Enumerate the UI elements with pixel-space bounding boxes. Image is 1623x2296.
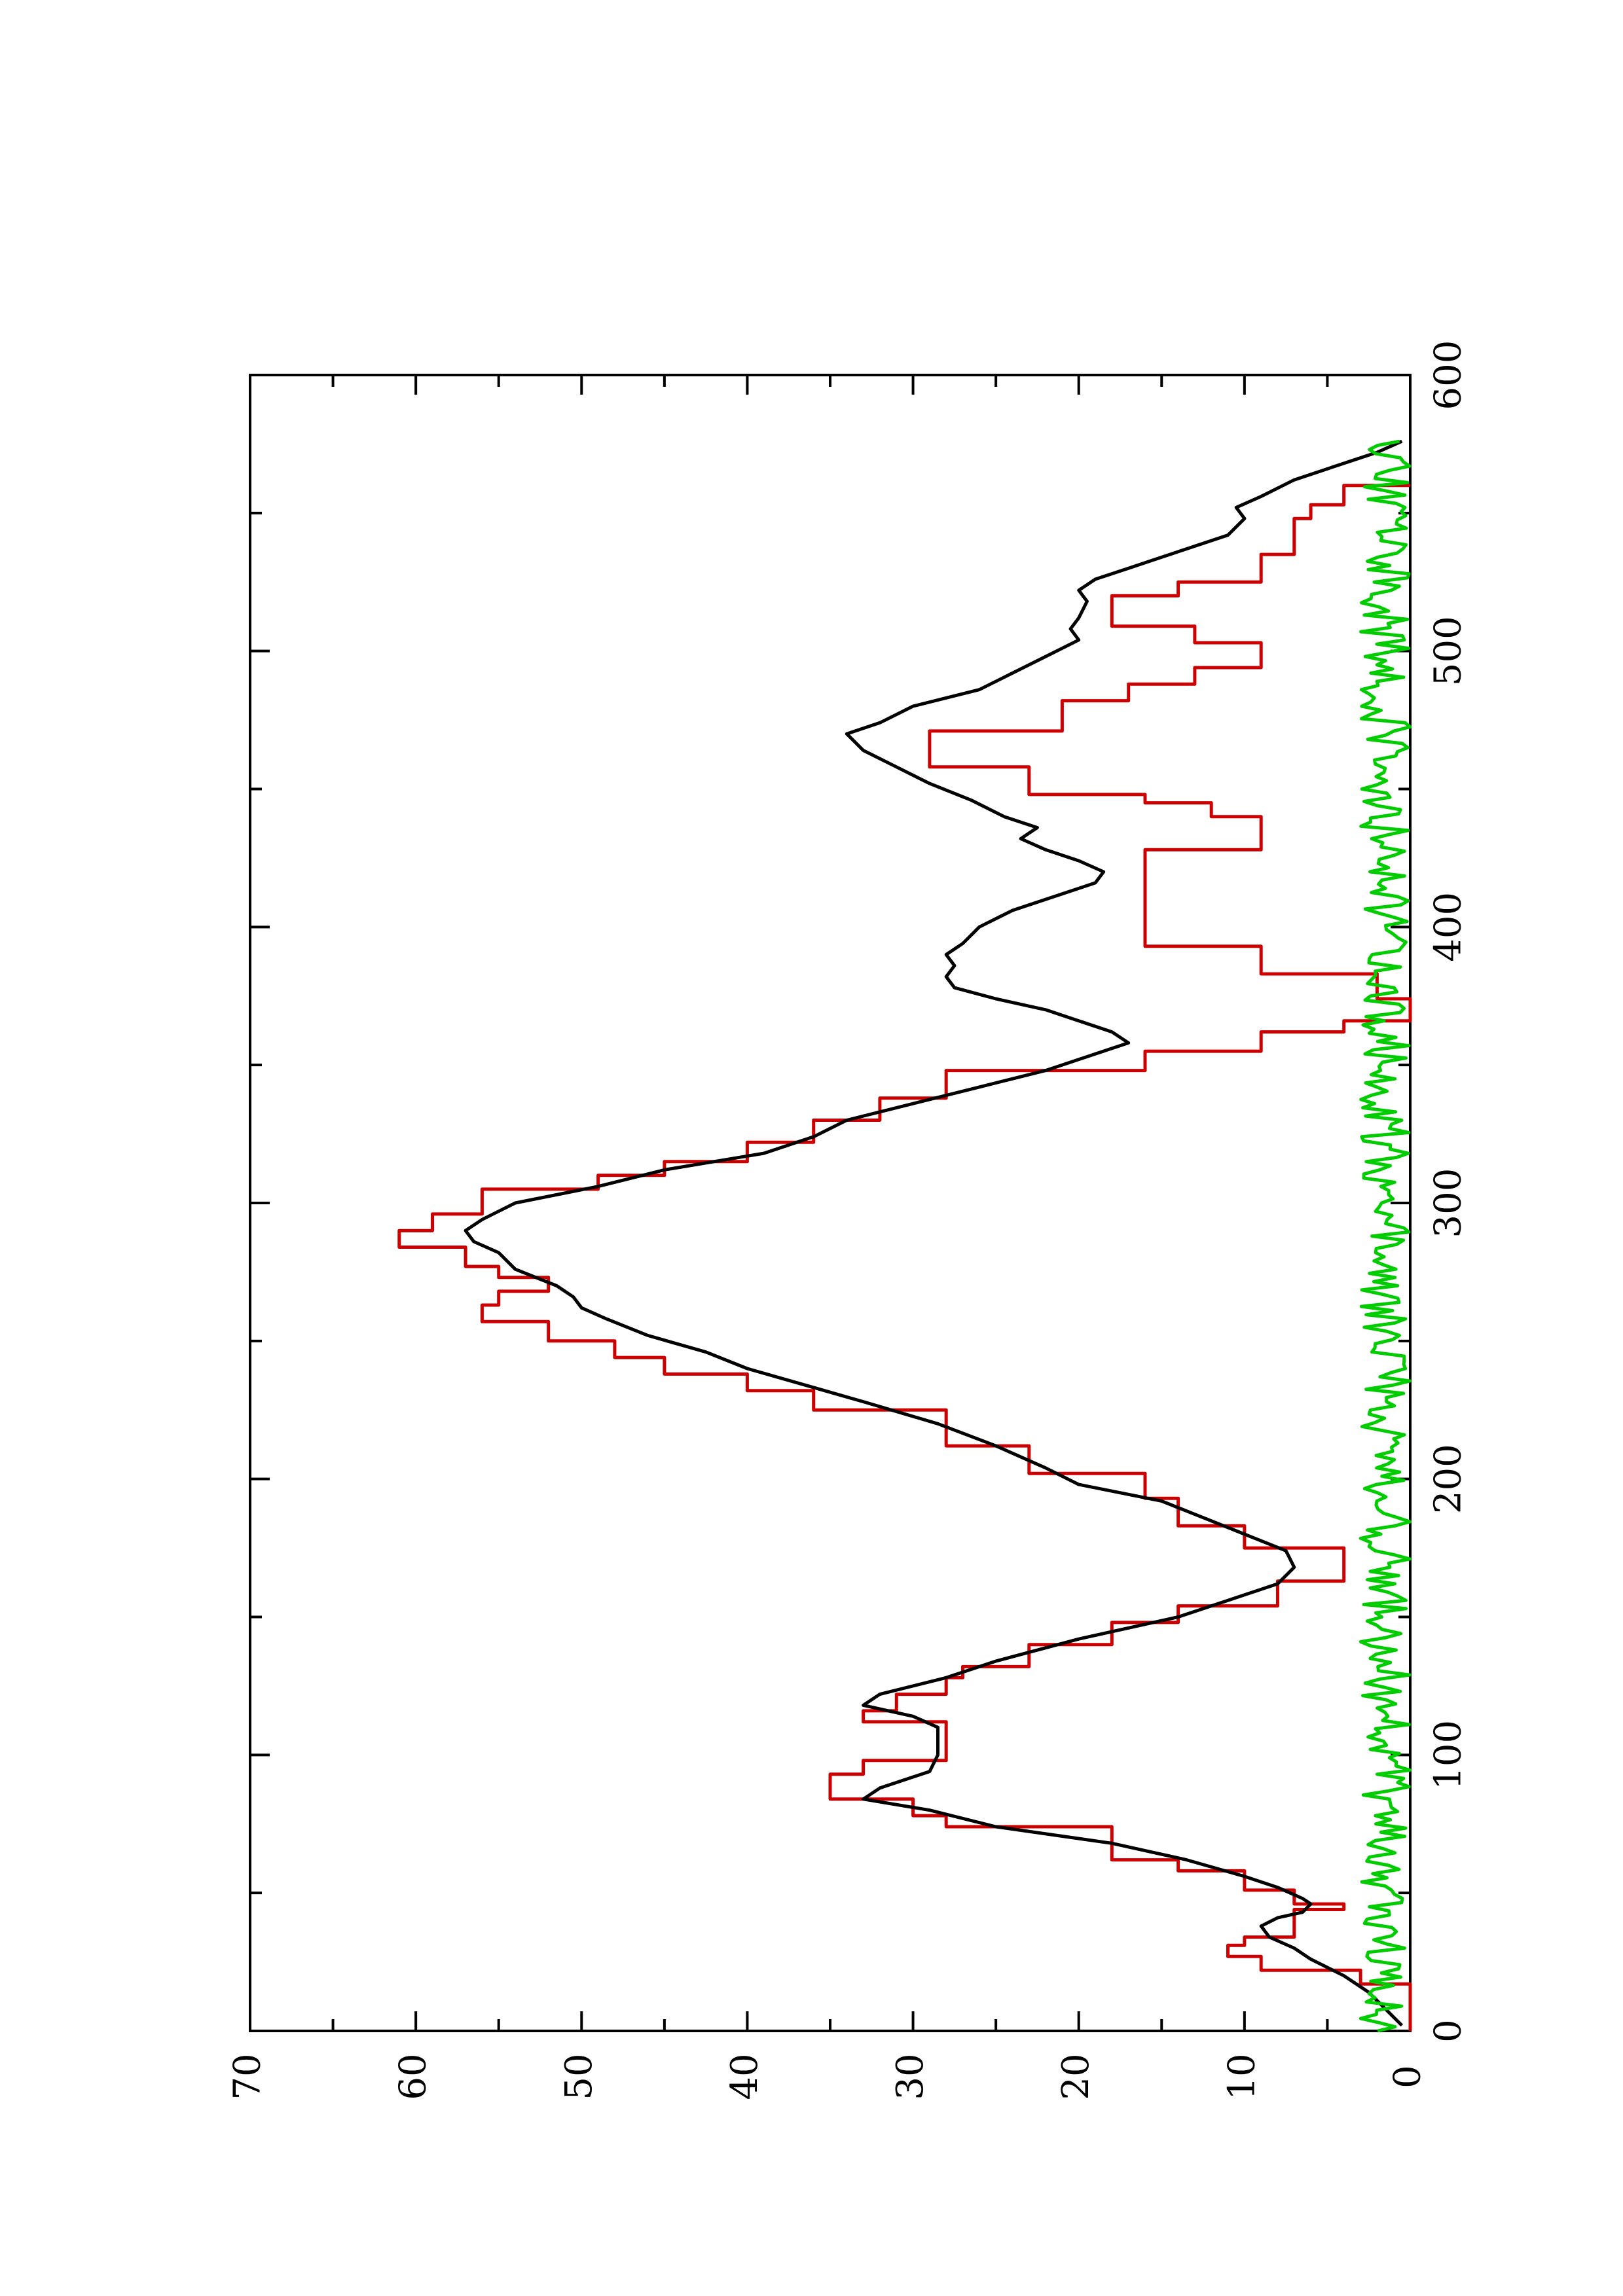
series-line-0	[397, 484, 1412, 2031]
x-tick-label: 200	[1427, 1444, 1470, 1514]
x-tick-label: 300	[1427, 1168, 1470, 1238]
axis-ticks	[249, 374, 1412, 2032]
series-line-1	[464, 439, 1404, 2027]
y-tick-label: 20	[1055, 2053, 1097, 2100]
y-tick-label: 30	[889, 2053, 932, 2100]
y-tick-label: 0	[1387, 2065, 1429, 2089]
x-tick-label: 100	[1427, 1720, 1470, 1790]
x-tick-label: 0	[1427, 2019, 1470, 2043]
x-tick-label: 600	[1427, 340, 1470, 410]
series-layer	[397, 439, 1412, 2033]
y-tick-label: 70	[227, 2053, 269, 2100]
y-tick-label: 40	[723, 2053, 766, 2100]
y-tick-label: 60	[392, 2053, 435, 2100]
y-tick-label: 50	[558, 2053, 600, 2100]
series-line-2	[1359, 439, 1412, 2033]
x-tick-label: 400	[1427, 892, 1470, 962]
x-tick-label: 500	[1427, 616, 1470, 686]
y-tick-label: 10	[1220, 2053, 1263, 2100]
axis-tick-labels: 0 100 200 300 400 500 600 0 10 20 30 40 50 60 70	[227, 340, 1470, 2100]
